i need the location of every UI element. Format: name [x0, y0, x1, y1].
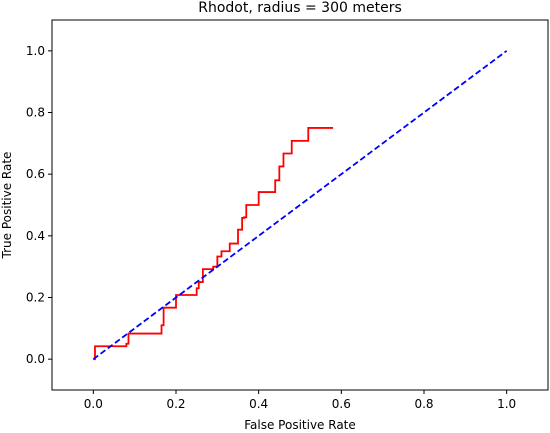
roc-curve-line: [93, 127, 334, 361]
x-tick-label: 0.0: [84, 397, 103, 411]
x-tick-label: 0.2: [166, 397, 185, 411]
y-tick-label: 0.2: [26, 291, 45, 305]
x-tick-label: 0.8: [414, 397, 433, 411]
y-axis-label: True Positive Rate: [0, 152, 14, 260]
y-tick-label: 0.0: [26, 352, 45, 366]
x-axis-ticks: 0.0 0.2 0.4 0.6 0.8 1.0: [84, 390, 516, 411]
x-tick-label: 1.0: [497, 397, 516, 411]
x-tick-label: 0.6: [332, 397, 351, 411]
plot-lines: [92, 50, 508, 361]
y-tick-label: 0.8: [26, 106, 45, 120]
chart-title: Rhodot, radius = 300 meters: [198, 0, 402, 16]
diagonal-reference-line: [92, 50, 508, 360]
y-tick-label: 0.6: [26, 167, 45, 181]
plot-frame: [51, 19, 549, 391]
y-axis-ticks: 0.0 0.2 0.4 0.6 0.8 1.0: [26, 44, 52, 366]
y-tick-label: 0.4: [26, 229, 45, 243]
y-tick-label: 1.0: [26, 44, 45, 58]
x-axis-label: False Positive Rate: [244, 418, 356, 432]
x-tick-label: 0.4: [249, 397, 268, 411]
